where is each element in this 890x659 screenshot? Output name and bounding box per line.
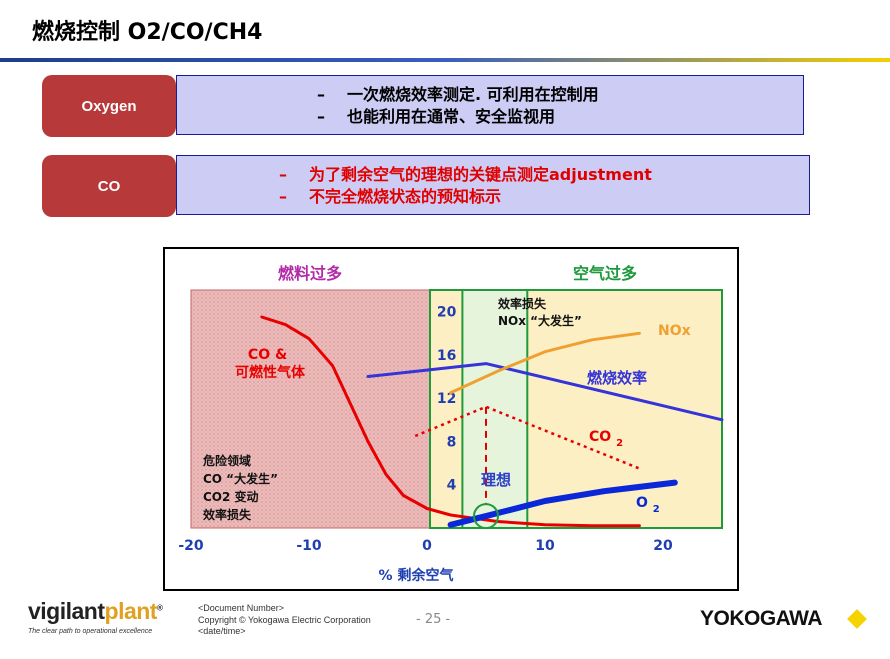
y-tick-label: 12 xyxy=(437,391,456,407)
document-info-line: <date/time> xyxy=(198,626,246,636)
loss-note-line: 效率损失 xyxy=(498,296,547,311)
brand-main: vigilant xyxy=(28,598,105,624)
co-series-label-line: 可燃性气体 xyxy=(235,364,306,381)
yokogawa-diamond-icon xyxy=(847,609,867,629)
x-tick-label: -10 xyxy=(296,538,322,554)
danger-note-line: 效率损失 xyxy=(203,507,252,522)
page-number: - 25 - xyxy=(416,612,451,627)
bullet-dash: – xyxy=(279,165,287,184)
ideal-band xyxy=(461,289,529,529)
vigilantplant-logo: vigilantplant® xyxy=(28,598,163,625)
bullet-dash: – xyxy=(317,85,325,104)
ideal-label: 理想 xyxy=(481,471,511,489)
y-tick-label: 20 xyxy=(437,305,457,321)
oxygen-tag: Oxygen xyxy=(42,75,176,137)
oxygen-bullet-text: 也能利用在通常、安全监视用 xyxy=(347,107,556,126)
x-tick-label: 10 xyxy=(535,538,555,554)
subscript: 2 xyxy=(653,504,660,515)
co-bullet-text: 不完全燃烧状态的预知标示 xyxy=(309,187,502,206)
co-bullet: – 不完全燃烧状态的预知标示 xyxy=(279,183,501,207)
danger-note: 危险领域 CO “大发生” CO2 变动 效率损失 xyxy=(202,453,282,522)
o2-series-label: O 2 xyxy=(636,495,660,515)
series-group xyxy=(260,315,724,528)
yokogawa-logo: YOKOGAWA xyxy=(700,607,823,630)
x-axis-label: % 剩余空气 xyxy=(379,567,454,584)
oxygen-bullet: – 也能利用在通常、安全监视用 xyxy=(317,103,555,127)
co-bullet-text: 为了剩余空气的理想的关键点测定adjustment xyxy=(309,165,652,184)
series-line- xyxy=(366,362,724,422)
ideal-point-circle xyxy=(473,503,499,530)
oxygen-bullet: – 一次燃烧效率测定. 可利用在控制用 xyxy=(317,81,599,105)
co-series-label-line: CO & xyxy=(248,347,287,363)
document-info: <Document Number> Copyright © Yokogawa E… xyxy=(198,603,371,638)
brand-tagline: The clear path to operational excellence xyxy=(28,628,153,635)
x-tick-label: -20 xyxy=(178,538,204,554)
series-line-nox xyxy=(449,331,641,395)
danger-note-line: CO “大发生” xyxy=(203,471,278,486)
bullet-dash: – xyxy=(279,187,287,206)
o2-series-label-text: O xyxy=(636,495,648,511)
series-line-co xyxy=(260,315,641,528)
co2-series-label: CO 2 xyxy=(589,429,623,449)
excess-air-label: 空气过多 xyxy=(573,264,637,283)
y-axis-ticks: 4 8 12 16 20 xyxy=(437,305,457,494)
document-info-line: Copyright © Yokogawa Electric Corporatio… xyxy=(198,614,371,625)
nox-series-label: NOx xyxy=(658,323,691,339)
x-tick-label: 0 xyxy=(422,538,432,554)
bullet-dash: – xyxy=(317,107,325,126)
y-tick-label: 4 xyxy=(447,478,457,494)
y-tick-label: 16 xyxy=(437,348,456,364)
brand-mark: ® xyxy=(156,603,163,613)
x-tick-label: 20 xyxy=(653,538,673,554)
combustion-chart-svg: 燃料过多 空气过多 4 8 12 16 20 -20 -10 0 10 20 % 剩余空气 理想… xyxy=(178,264,724,584)
co-description-box: – 为了剩余空气的理想的关键点测定adjustment – 不完全燃烧状态的预知标示 xyxy=(176,155,810,215)
co-series-label: CO & 可燃性气体 xyxy=(235,347,306,381)
document-info-line: <Document Number> xyxy=(198,603,285,613)
loss-note-line: NOx “大发生” xyxy=(498,313,582,328)
oxygen-tag-label: Oxygen xyxy=(81,97,137,115)
co-bullet: – 为了剩余空气的理想的关键点测定adjustment xyxy=(279,161,652,185)
title-rule xyxy=(0,58,890,62)
co2-series-label-text: CO xyxy=(589,429,611,445)
loss-note: 效率损失 NOx “大发生” xyxy=(498,296,582,328)
danger-note-line: 危险领域 xyxy=(202,453,251,468)
page-title: 燃烧控制 O2/CO/CH4 xyxy=(32,20,263,45)
fuel-rich-label: 燃料过多 xyxy=(278,264,342,283)
y-tick-label: 8 xyxy=(447,434,457,450)
co-tag: CO xyxy=(42,155,176,217)
brand-accent: plant xyxy=(104,598,158,624)
co-tag-label: CO xyxy=(97,177,121,195)
oxygen-bullet-text: 一次燃烧效率测定. 可利用在控制用 xyxy=(347,85,599,104)
oxygen-description-box: – 一次燃烧效率测定. 可利用在控制用 – 也能利用在通常、安全监视用 xyxy=(176,75,804,135)
fuel-rich-region xyxy=(190,289,431,529)
efficiency-series-label: 燃烧效率 xyxy=(587,369,647,387)
x-axis-ticks: -20 -10 0 10 20 xyxy=(178,538,673,554)
combustion-chart: 燃料过多 空气过多 4 8 12 16 20 -20 -10 0 10 20 % 剩余空气 理想… xyxy=(163,247,739,591)
danger-note-line: CO2 变动 xyxy=(203,489,259,504)
subscript: 2 xyxy=(616,438,623,449)
